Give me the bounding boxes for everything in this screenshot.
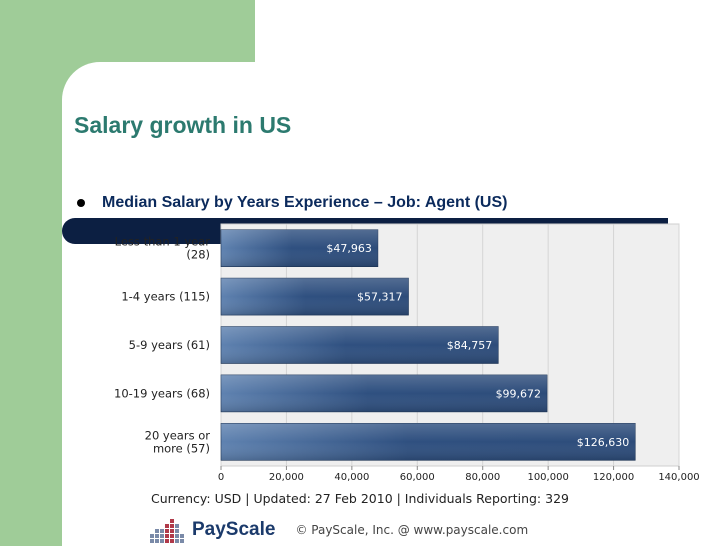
slide-title: Salary growth in US — [74, 112, 292, 138]
chart-footer-info: Currency: USD | Updated: 27 Feb 2010 | I… — [151, 491, 569, 506]
bar-shine — [221, 423, 636, 461]
bar-shine — [221, 278, 409, 316]
x-tick-label: 120,000 — [593, 472, 634, 483]
category-label: Less than 1 year — [115, 235, 211, 249]
x-tick-label: 80,000 — [465, 472, 500, 483]
x-tick-label: 100,000 — [527, 472, 568, 483]
bar-shine — [221, 374, 548, 412]
category-label: 5-9 years (61) — [129, 338, 210, 352]
x-tick-label: 60,000 — [400, 472, 435, 483]
x-tick-label: 0 — [218, 472, 224, 483]
payscale-brand-text: PayScale — [192, 519, 276, 540]
bar-value-label: $57,317 — [357, 291, 403, 304]
category-label: 1-4 years (115) — [121, 290, 210, 304]
x-tick-label: 140,000 — [658, 472, 699, 483]
x-tick-label: 40,000 — [334, 472, 369, 483]
bar-value-label: $99,672 — [496, 387, 542, 400]
bar-shine — [221, 229, 378, 267]
bar-value-label: $126,630 — [577, 436, 630, 449]
bar-value-label: $84,757 — [447, 339, 493, 352]
payscale-logo: PayScale © PayScale, Inc. @ www.payscale… — [148, 515, 528, 545]
category-label: 20 years or — [145, 428, 211, 442]
category-label: 10-19 years (68) — [114, 386, 210, 400]
category-label: (28) — [186, 248, 210, 262]
bullet-icon — [77, 199, 85, 207]
bar-shine — [221, 326, 499, 364]
copyright-text: © PayScale, Inc. @ www.payscale.com — [295, 523, 529, 537]
payscale-logo-icon — [150, 519, 184, 543]
bar-value-label: $47,963 — [326, 242, 372, 255]
bullet-text: Median Salary by Years Experience – Job:… — [102, 194, 508, 211]
category-label: more (57) — [153, 441, 210, 455]
x-tick-label: 20,000 — [269, 472, 304, 483]
